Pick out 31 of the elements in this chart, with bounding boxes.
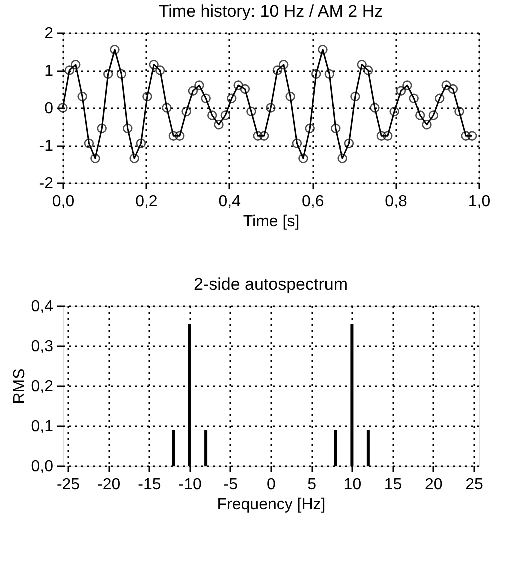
x-tick-label: -5 bbox=[224, 476, 238, 494]
y-tick-label: 0,4 bbox=[31, 298, 54, 316]
x-tick-label: 25 bbox=[466, 476, 484, 494]
x-tick-label: 10 bbox=[344, 476, 362, 494]
y-tick-label: 0,1 bbox=[31, 418, 54, 436]
x-tick-label: 0,4 bbox=[218, 194, 242, 210]
y-tick-label: -2 bbox=[39, 176, 54, 192]
y-tick-label: -1 bbox=[39, 138, 54, 155]
x-tick-label: 0 bbox=[267, 476, 276, 494]
x-tick-label: 1,0 bbox=[468, 194, 491, 210]
y-axis-title: RMS bbox=[11, 368, 28, 404]
x-tick-label: 15 bbox=[384, 476, 402, 494]
x-tick-label: 0,2 bbox=[136, 194, 158, 210]
y-tick-label: 0,3 bbox=[31, 338, 54, 356]
x-tick-label: 20 bbox=[425, 476, 443, 494]
y-tick-label: 2 bbox=[44, 26, 54, 42]
x-axis-title: Frequency [Hz] bbox=[217, 496, 326, 514]
x-tick-label: -15 bbox=[138, 476, 162, 494]
x-tick-label: 0,8 bbox=[385, 194, 408, 210]
chart-title: 2-side autospectrum bbox=[194, 275, 348, 294]
x-tick-label: -20 bbox=[98, 476, 121, 494]
x-tick-label: 5 bbox=[308, 476, 317, 494]
y-tick-label: 0,0 bbox=[31, 458, 54, 476]
x-tick-label: -10 bbox=[178, 476, 202, 494]
y-tick-label: 1 bbox=[44, 63, 54, 80]
chart-title: Time history: 10 Hz / AM 2 Hz bbox=[158, 2, 384, 21]
x-tick-label: -25 bbox=[56, 476, 80, 494]
x-axis-title: Time [s] bbox=[243, 214, 300, 230]
y-tick-label: 0,2 bbox=[31, 378, 54, 396]
x-tick-label: 0,6 bbox=[302, 194, 324, 210]
y-tick-label: 0 bbox=[44, 100, 54, 118]
